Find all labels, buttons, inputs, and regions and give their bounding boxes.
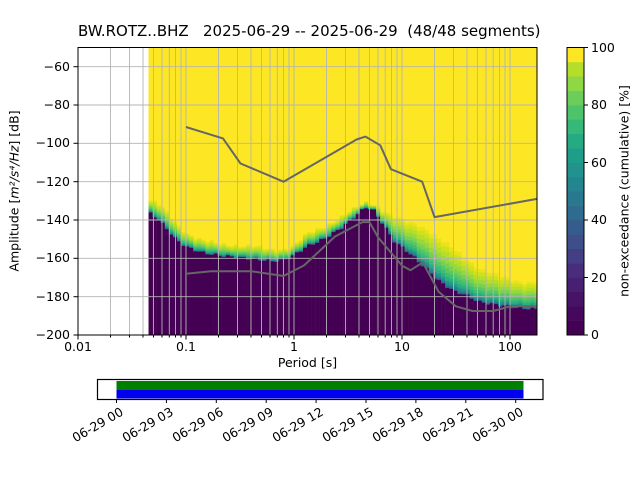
- timeline-coverage-bottom: [116, 390, 524, 399]
- noise-model-nhnm-line: [185, 126, 538, 219]
- colorbar: [566, 47, 588, 336]
- plot-border: [77, 47, 538, 336]
- timeline-coverage-top: [116, 381, 524, 390]
- heatmap-field: [148, 47, 538, 335]
- grid-lines: [78, 47, 537, 335]
- axis-ticks: [73, 66, 511, 340]
- timeline-bar: [96, 378, 544, 403]
- noise-model-nlnm-line: [185, 221, 538, 312]
